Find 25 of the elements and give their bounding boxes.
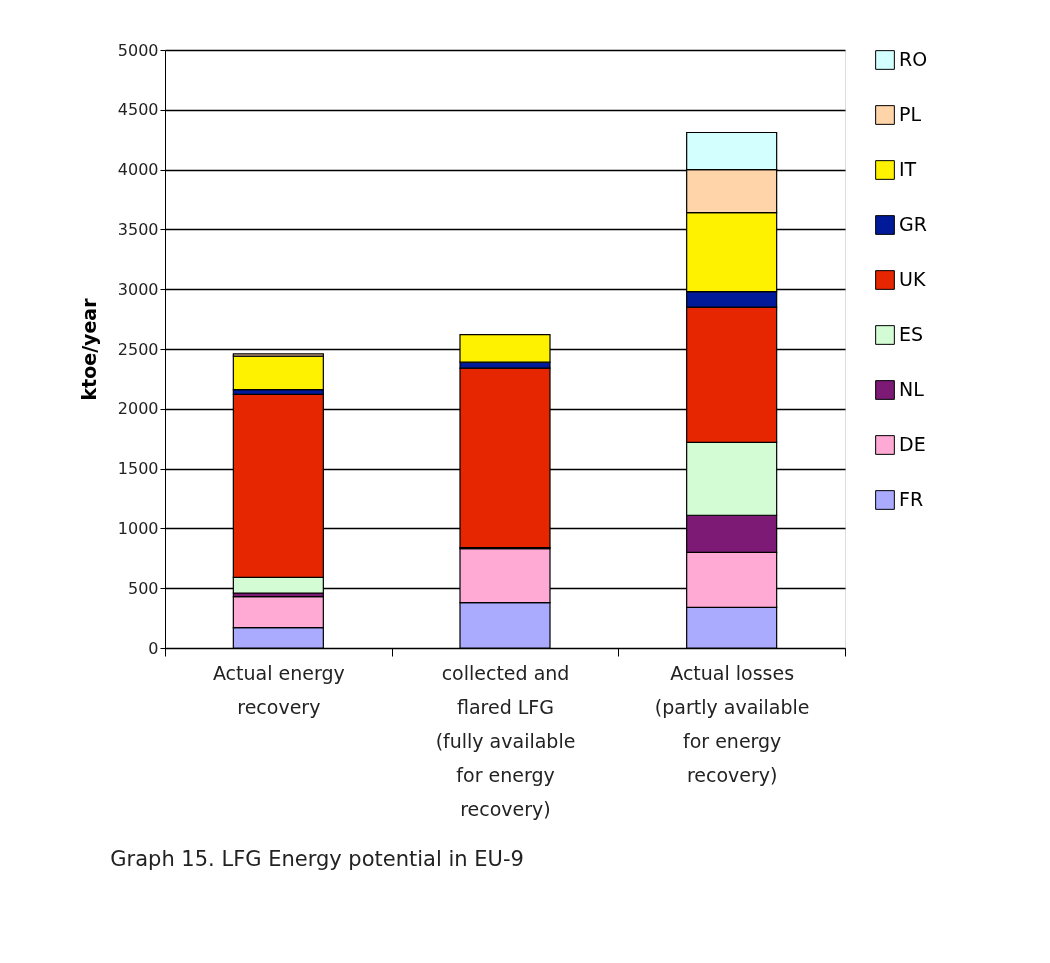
y-tick-label: 500 <box>127 578 159 598</box>
legend-label: IT <box>899 158 917 180</box>
x-tick-label: Actual energy recovery <box>212 661 345 718</box>
x-tick-label: collected and flared LFG (fully available for energy recovery) <box>435 661 576 820</box>
legend-label: RO <box>899 48 928 70</box>
x-tick-label: Actual losses (partly available for energy recovery) <box>654 661 810 786</box>
legend-label: PL <box>899 103 922 125</box>
y-tick-label: 4500 <box>117 100 159 120</box>
legend-label: FR <box>899 488 924 510</box>
y-tick-label: 3500 <box>117 219 159 239</box>
legend-label: DE <box>899 433 926 455</box>
y-tick-label: 4000 <box>117 160 159 180</box>
legend-label: NL <box>899 378 925 400</box>
y-tick-label: 1000 <box>117 518 159 538</box>
y-tick-label: 2000 <box>117 399 159 419</box>
y-tick-label: 2500 <box>117 339 159 359</box>
legend-label: GR <box>899 213 927 235</box>
y-tick-label: 5000 <box>117 40 159 60</box>
y-tick-label: 3000 <box>117 279 159 299</box>
legend-label: UK <box>899 268 926 290</box>
y-axis-title: ktoe/year <box>77 297 100 401</box>
caption: Graph 15. LFG Energy potential in EU-9 <box>110 847 524 871</box>
y-tick-label: 1500 <box>117 459 159 479</box>
legend-label: ES <box>899 323 924 345</box>
y-tick-label: 0 <box>148 638 159 658</box>
